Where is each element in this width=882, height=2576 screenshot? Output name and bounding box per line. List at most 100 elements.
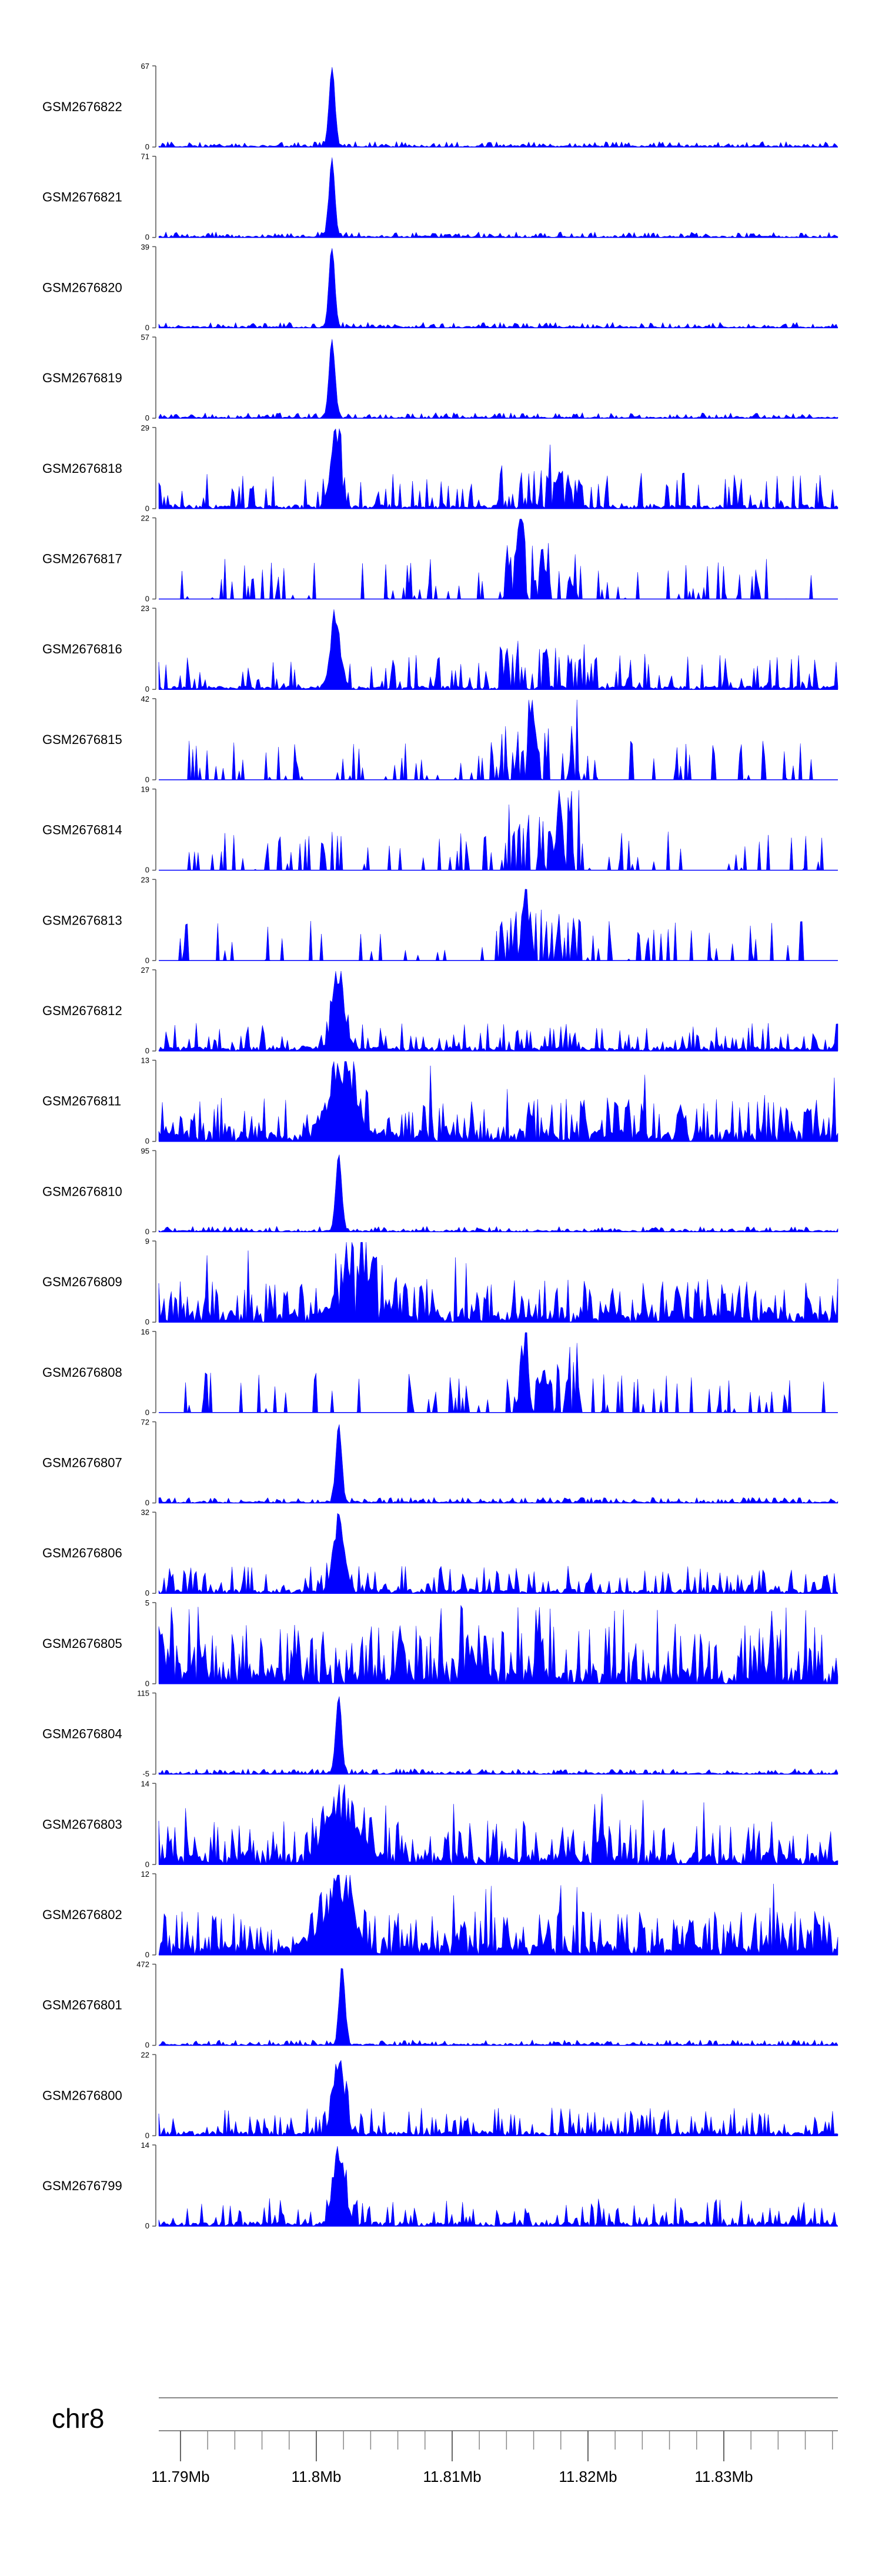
track-ymax-label: 23: [141, 875, 149, 884]
tracks: GSM2676822670GSM2676821710GSM2676820390G…: [42, 62, 838, 2230]
coverage-area: [159, 519, 838, 600]
coverage-area: [158, 1604, 838, 1684]
track-label: GSM2676820: [42, 280, 122, 295]
coverage-area: [158, 66, 838, 148]
track-label: GSM2676815: [42, 732, 122, 747]
track-ymax-label: 22: [141, 514, 149, 523]
track-ymax-label: 72: [141, 1418, 149, 1427]
track-label: GSM2676819: [42, 371, 122, 385]
track-ymin-label: 0: [145, 233, 149, 242]
track-ymax-label: 57: [141, 333, 149, 342]
track-ymin-label: 0: [145, 775, 149, 784]
track-ymin-label: 0: [145, 1860, 149, 1868]
track-GSM2676810: GSM2676810 95 0: [42, 1146, 838, 1236]
track-GSM2676813: GSM2676813 23 0: [42, 875, 838, 965]
track-ymin-label: 0: [145, 1589, 149, 1597]
coverage-area: [159, 889, 838, 961]
chromosome-label: chr8: [52, 2403, 104, 2434]
track-label: GSM2676811: [42, 1094, 121, 1109]
track-label: GSM2676817: [42, 552, 122, 566]
coverage-area: [159, 699, 838, 780]
track-GSM2676803: GSM2676803 14 0: [42, 1779, 838, 1868]
track-ymax-label: 27: [141, 966, 149, 975]
axis-ticks: 11.79Mb 11.8Mb 11.81Mb 11.82Mb 11.83Mb: [151, 2431, 833, 2485]
track-label: GSM2676805: [42, 1636, 122, 1651]
track-label: GSM2676799: [42, 2178, 122, 2193]
track-label: GSM2676816: [42, 642, 122, 656]
genome-axis: chr8 11.79Mb 11.8Mb 11.81Mb 11.82Mb 11.83Mb: [52, 2397, 838, 2485]
coverage-area: [158, 1154, 838, 1232]
track-label: GSM2676812: [42, 1003, 122, 1018]
track-GSM2676819: GSM2676819 57 0: [42, 333, 838, 422]
track-ymin-label: 0: [145, 1679, 149, 1688]
track-ymin-label: 0: [145, 142, 149, 151]
track-GSM2676815: GSM2676815 42 0: [42, 695, 838, 784]
track-ymax-label: 14: [141, 1779, 149, 1788]
track-ymin-label: 0: [145, 413, 149, 422]
track-GSM2676804: GSM2676804 115 -5: [42, 1689, 838, 1778]
track-label: GSM2676818: [42, 461, 122, 476]
track-GSM2676807: GSM2676807 72 0: [42, 1418, 838, 1507]
track-label: GSM2676800: [42, 2088, 122, 2103]
track-ymin-label: 0: [145, 2221, 149, 2230]
track-ymax-label: 5: [145, 1599, 149, 1607]
track-GSM2676800: GSM2676800 22 0: [42, 2050, 838, 2140]
axis-tick-label: 11.79Mb: [151, 2468, 209, 2485]
coverage-area: [158, 1784, 838, 1865]
track-label: GSM2676808: [42, 1365, 122, 1380]
coverage-area: [158, 970, 838, 1052]
track-GSM2676811: GSM2676811 13 0: [42, 1056, 838, 1146]
coverage-area: [159, 1332, 838, 1413]
track-label: GSM2676806: [42, 1546, 122, 1560]
track-GSM2676814: GSM2676814 19 0: [42, 785, 838, 875]
track-ymax-label: 115: [137, 1689, 149, 1698]
track-ymin-label: 0: [145, 866, 149, 875]
coverage-area: [158, 1513, 838, 1594]
track-label: GSM2676803: [42, 1817, 122, 1831]
track-ymax-label: 9: [145, 1237, 149, 1246]
coverage-area: [158, 428, 838, 509]
track-label: GSM2676807: [42, 1456, 122, 1470]
track-ymax-label: 32: [141, 1508, 149, 1517]
coverage-area: [158, 157, 838, 238]
track-ymax-label: 42: [141, 695, 149, 703]
axis-tick-label: 11.8Mb: [292, 2468, 342, 2485]
track-GSM2676805: GSM2676805 5 0: [42, 1599, 838, 1688]
track-ymax-label: 22: [141, 2050, 149, 2059]
track-ymin-label: 0: [145, 2131, 149, 2140]
coverage-area: [158, 1061, 838, 1142]
track-label: GSM2676801: [42, 1998, 122, 2013]
coverage-area: [158, 1242, 838, 1323]
track-ymin-label: 0: [145, 504, 149, 513]
axis-tick-label: 11.81Mb: [423, 2468, 481, 2485]
track-ymin-label: 0: [145, 595, 149, 603]
track-GSM2676817: GSM2676817 22 0: [42, 514, 838, 603]
track-ymax-label: 19: [141, 785, 149, 794]
track-ymax-label: 95: [141, 1146, 149, 1155]
coverage-area: [158, 1696, 838, 1774]
coverage-area: [158, 1968, 838, 2046]
track-ymax-label: 16: [141, 1327, 149, 1336]
coverage-area: [158, 339, 838, 419]
track-GSM2676808: GSM2676808 16 0: [42, 1327, 838, 1417]
track-ymax-label: 67: [141, 62, 149, 71]
coverage-area: [158, 2060, 838, 2136]
track-GSM2676818: GSM2676818 29 0: [42, 423, 838, 513]
track-label: GSM2676821: [42, 190, 122, 205]
track-ymin-label: 0: [145, 1137, 149, 1146]
coverage-area: [158, 1424, 838, 1504]
track-ymax-label: 472: [136, 1960, 149, 1969]
axis-tick-label: 11.82Mb: [559, 2468, 617, 2485]
track-GSM2676822: GSM2676822 67 0: [42, 62, 838, 151]
track-GSM2676806: GSM2676806 32 0: [42, 1508, 838, 1597]
track-ymax-label: 12: [141, 1870, 149, 1878]
track-ymin-label: 0: [145, 1227, 149, 1236]
track-ymin-label: 0: [145, 1408, 149, 1417]
track-label: GSM2676813: [42, 913, 122, 927]
track-label: GSM2676810: [42, 1184, 122, 1199]
track-ymin-label: 0: [145, 1317, 149, 1326]
track-GSM2676801: GSM2676801 472 0: [42, 1960, 838, 2050]
track-ymin-label: 0: [145, 2041, 149, 2050]
track-ymax-label: 71: [141, 152, 149, 161]
